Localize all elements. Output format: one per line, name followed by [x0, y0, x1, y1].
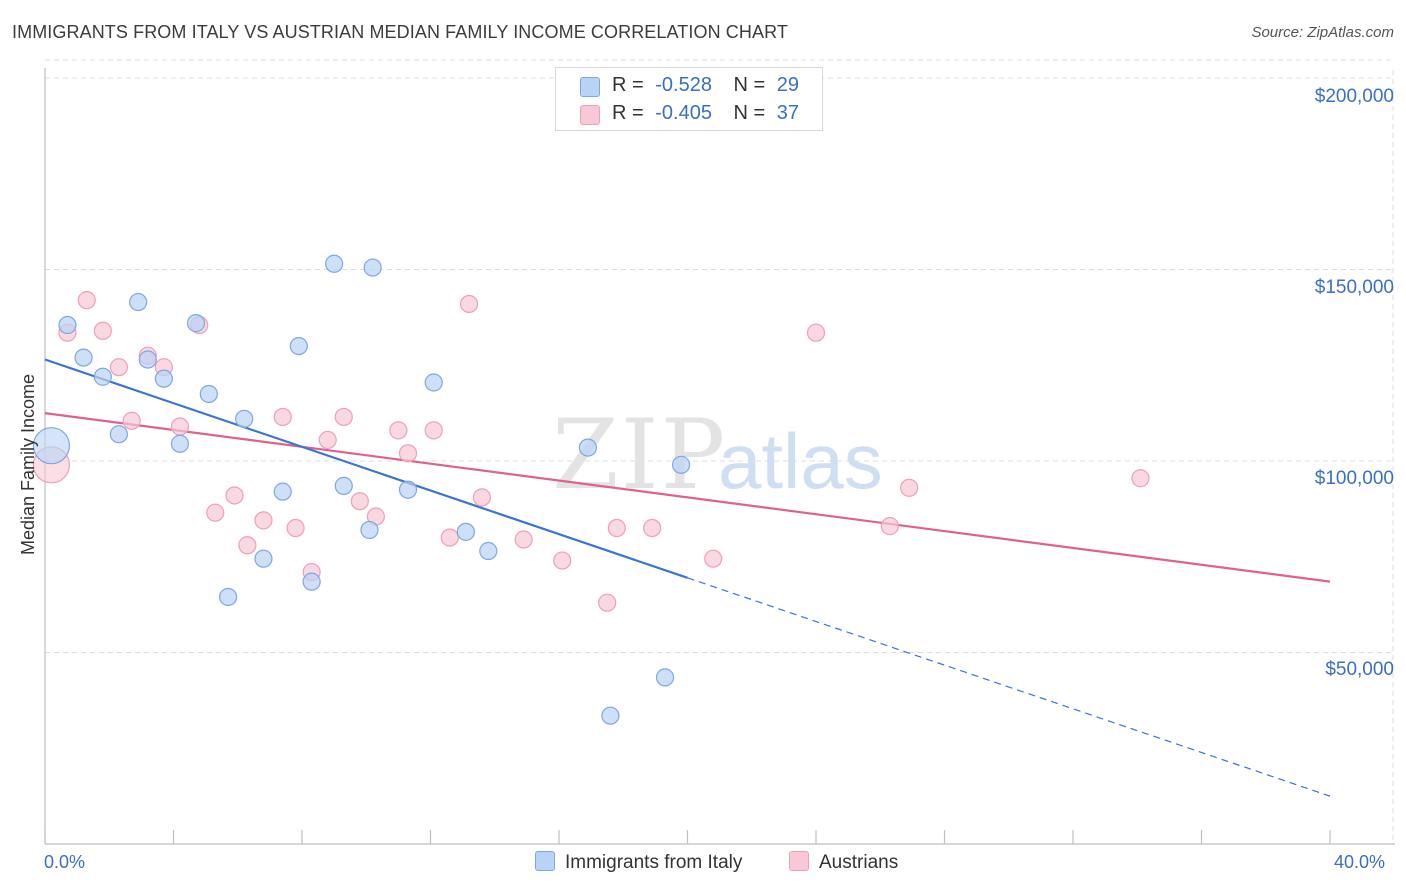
- point-austrians: [273, 407, 292, 427]
- y-tick-label-200k: $200,000: [1314, 86, 1394, 107]
- x-tick-label-min: 0.0%: [44, 852, 86, 872]
- point-italy: [32, 427, 71, 465]
- point-austrians: [334, 407, 353, 427]
- point-austrians: [806, 323, 826, 342]
- point-italy: [671, 455, 691, 474]
- point-austrians: [553, 551, 572, 570]
- point-austrians: [225, 486, 244, 505]
- point-italy: [424, 373, 443, 392]
- y-tick-label-50k: $50,000: [1325, 659, 1394, 680]
- legend-n-label: N =: [733, 102, 766, 124]
- bottom-legend-label-austrians: Austrians: [819, 852, 899, 873]
- point-austrians: [109, 358, 128, 377]
- watermark-zip: ZIP: [552, 399, 727, 511]
- point-austrians: [254, 511, 273, 530]
- point-italy: [199, 384, 218, 404]
- point-italy: [93, 367, 112, 386]
- x-tick-label-max: 40.0%: [1334, 852, 1386, 872]
- point-austrians: [472, 488, 491, 507]
- trend-layer: [44, 358, 1331, 797]
- legend-n-label: N =: [733, 74, 766, 96]
- point-austrians: [643, 518, 662, 538]
- point-austrians: [170, 417, 190, 436]
- point-austrians: [459, 294, 479, 314]
- point-italy: [109, 425, 128, 444]
- point-austrians: [514, 530, 533, 549]
- point-austrians: [424, 421, 443, 440]
- grid-layer: [45, 59, 1395, 844]
- point-austrians: [440, 528, 459, 547]
- legend-swatch-italy: [580, 77, 600, 97]
- point-italy: [138, 350, 157, 369]
- point-austrians: [77, 291, 96, 310]
- legend-r-label: R =: [612, 74, 644, 96]
- point-austrians: [122, 411, 141, 430]
- watermark: ZIP atlas: [552, 399, 883, 511]
- point-italy: [186, 314, 206, 333]
- trendline-italy: [44, 358, 688, 579]
- legend-n-value: 29: [776, 74, 800, 96]
- point-italy: [360, 520, 379, 540]
- bottom-legend-label-italy: Immigrants from Italy: [565, 852, 743, 873]
- point-italy: [302, 572, 321, 591]
- point-austrians: [350, 492, 369, 511]
- legend-r-value: -0.528: [655, 74, 712, 96]
- point-austrians: [900, 478, 919, 497]
- point-austrians: [607, 518, 626, 538]
- correlation-legend: R = -0.528 N = 29 R = -0.405 N = 37: [555, 67, 823, 131]
- point-italy: [334, 476, 353, 495]
- point-italy: [170, 434, 190, 453]
- point-italy: [655, 668, 675, 687]
- y-tick-label-150k: $150,000: [1314, 277, 1394, 298]
- point-austrians: [398, 444, 418, 463]
- point-italy: [154, 369, 173, 388]
- point-italy: [363, 258, 382, 277]
- point-italy: [219, 587, 238, 607]
- point-austrians: [880, 517, 899, 536]
- point-italy: [58, 315, 77, 335]
- point-italy: [456, 522, 475, 541]
- point-italy: [325, 254, 344, 273]
- point-austrians: [389, 421, 408, 440]
- point-austrians: [286, 518, 305, 538]
- legend-r-value: -0.405: [655, 102, 712, 124]
- watermark-atlas: atlas: [718, 417, 883, 505]
- point-italy: [254, 549, 273, 568]
- point-italy: [289, 337, 308, 356]
- point-italy: [601, 706, 620, 725]
- point-layer: [32, 254, 1150, 725]
- y-axis-label: Median Family Income: [18, 373, 38, 555]
- bottom-legend-swatch-austrians: [789, 851, 809, 871]
- bottom-legend-austrians: Austrians: [789, 851, 898, 874]
- bottom-legend-italy: Immigrants from Italy: [535, 851, 742, 874]
- trendline-italy-extension: [687, 577, 1331, 797]
- point-austrians: [238, 536, 257, 555]
- point-austrians: [206, 503, 225, 522]
- point-italy: [235, 409, 254, 428]
- point-italy: [273, 482, 292, 501]
- chart-title: IMMIGRANTS FROM ITALY VS AUSTRIAN MEDIAN…: [12, 22, 788, 42]
- point-austrians: [318, 430, 337, 450]
- legend-n-value: 37: [776, 102, 800, 124]
- legend-swatch-austrians: [580, 105, 600, 125]
- point-austrians: [1131, 469, 1150, 488]
- point-austrians: [704, 549, 723, 568]
- source-label: Source: ZipAtlas.com: [1251, 24, 1394, 41]
- trendline-austrians: [44, 412, 1331, 583]
- bottom-legend-swatch-italy: [535, 851, 555, 871]
- point-austrians: [598, 593, 617, 612]
- legend-r-label: R =: [612, 102, 644, 124]
- point-italy: [129, 292, 148, 312]
- point-italy: [74, 348, 93, 367]
- point-italy: [479, 541, 498, 561]
- y-tick-label-100k: $100,000: [1314, 468, 1394, 489]
- point-austrians: [93, 321, 112, 340]
- point-italy: [578, 438, 598, 457]
- point-italy: [398, 480, 418, 499]
